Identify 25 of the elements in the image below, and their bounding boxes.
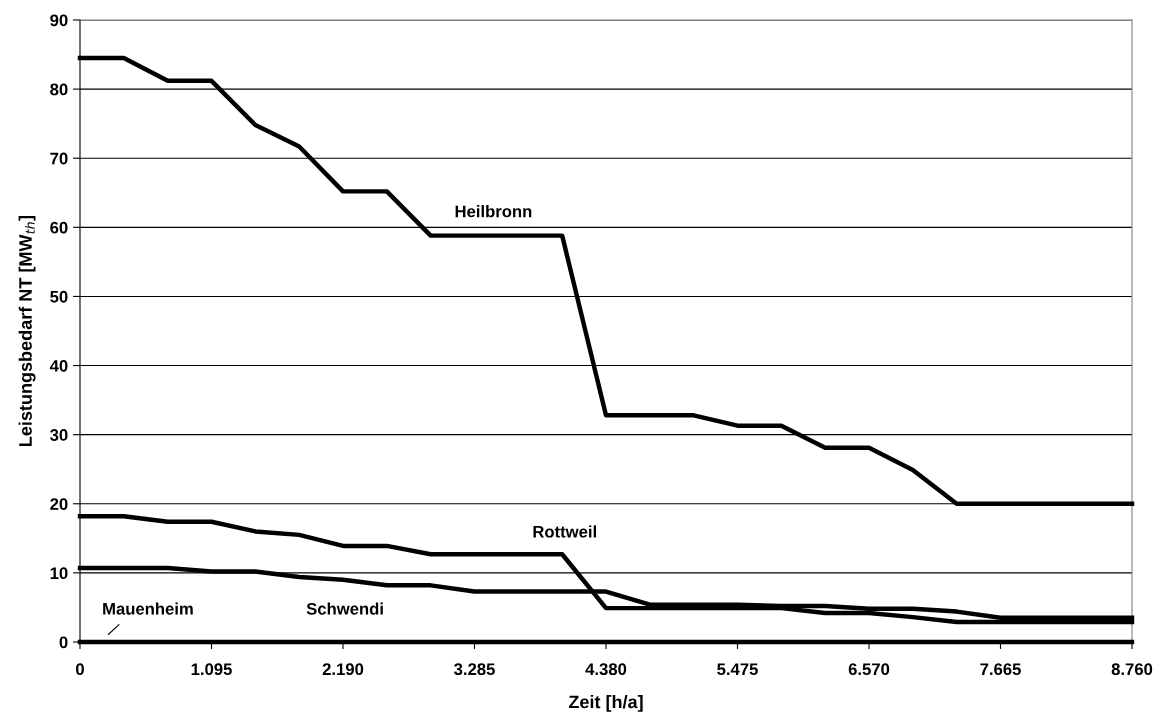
x-tick-label: 6.570 bbox=[848, 663, 890, 676]
x-axis-title: Zeit [h/a] bbox=[568, 695, 643, 712]
x-tick-label: 8.760 bbox=[1111, 663, 1153, 676]
x-tick-label: 7.665 bbox=[980, 663, 1021, 676]
y-tick-label: 0 bbox=[59, 636, 68, 649]
series-label: Rottweil bbox=[533, 525, 596, 538]
series-label: Schwendi bbox=[306, 602, 383, 615]
y-axis-title: Leistungsbedarf NT [MW$_{th}$] bbox=[18, 215, 36, 446]
y-tick-label: 60 bbox=[50, 221, 68, 234]
y-tick-label: 40 bbox=[49, 359, 68, 372]
y-tick-label: 30 bbox=[50, 429, 68, 441]
x-tick-label: 5.475 bbox=[717, 663, 758, 676]
x-tick-label: 1.095 bbox=[191, 663, 232, 676]
y-tick-label: 10 bbox=[50, 567, 68, 580]
y-tick-label: 20 bbox=[50, 498, 68, 510]
y-tick-label: 50 bbox=[50, 290, 68, 303]
y-tick-label: 90 bbox=[50, 14, 68, 27]
x-tick-label: 3.285 bbox=[454, 663, 495, 676]
y-tick-label: 70 bbox=[50, 152, 68, 165]
x-tick-label: 2.190 bbox=[322, 663, 364, 676]
x-tick-label: 0 bbox=[76, 663, 84, 676]
series-label: Heilbronn bbox=[455, 205, 532, 218]
x-tick-label: 4.380 bbox=[585, 663, 627, 676]
y-tick-label: 80 bbox=[50, 83, 68, 96]
series-label: Mauenheim bbox=[103, 602, 193, 615]
